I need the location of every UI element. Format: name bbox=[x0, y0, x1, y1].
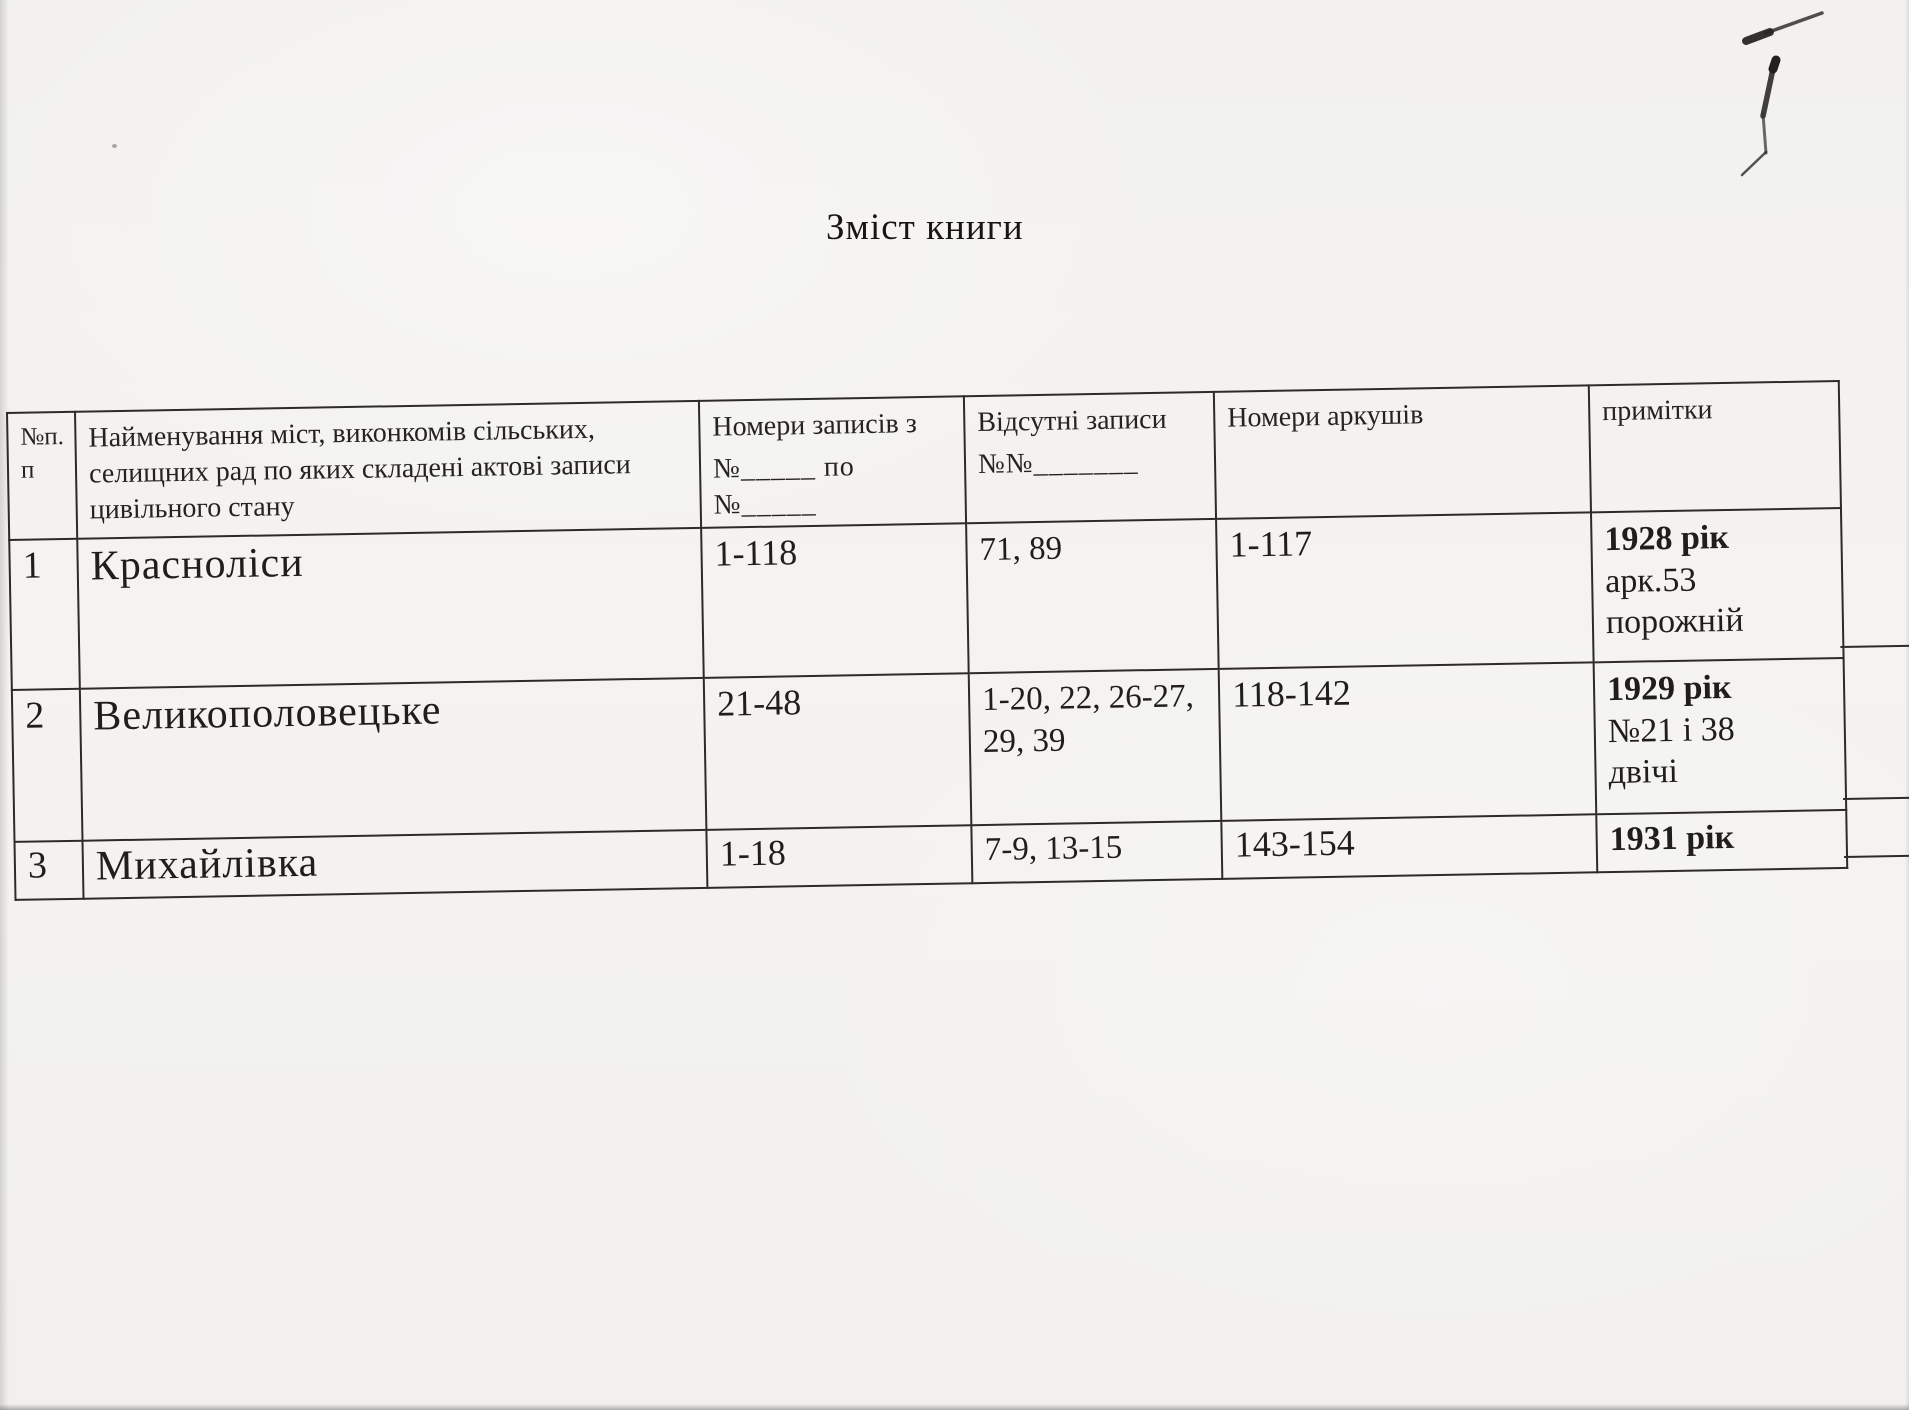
header-num-line1: №п. bbox=[20, 422, 65, 451]
note-detail: арк.53 bbox=[1604, 561, 1697, 601]
page-title: Зміст книги bbox=[826, 207, 1024, 248]
header-missing-blanks: №№_______ bbox=[977, 446, 1139, 480]
cell-settlement-name: Красноліси bbox=[77, 528, 704, 690]
cell-row-number: 3 bbox=[14, 841, 84, 901]
cell-sheet-numbers: 118-142 bbox=[1218, 662, 1597, 822]
cell-record-numbers: 21-48 bbox=[703, 673, 972, 831]
cell-missing-records: 1-20, 22, 26-27, 29, 39 bbox=[968, 669, 1222, 826]
header-num-line2: п bbox=[20, 456, 35, 484]
note-year: 1929 рік bbox=[1606, 669, 1732, 709]
header-cell-missing: Відсутні записи №№_______ bbox=[963, 391, 1217, 524]
header-cell-notes: примітки bbox=[1588, 381, 1841, 513]
cell-row-number: 2 bbox=[11, 689, 83, 843]
header-cell-records: Номери записів з №_____ по №_____ bbox=[698, 396, 967, 529]
cell-sheet-numbers: 1-117 bbox=[1216, 512, 1594, 670]
note-detail: порожній bbox=[1605, 602, 1744, 642]
contents-table-wrapper: №п. п Найменування міст, виконкомів сіль… bbox=[6, 377, 1909, 901]
note-year: 1931 рік bbox=[1609, 819, 1735, 859]
scan-edge-shadow-right bbox=[1905, 0, 1909, 1410]
handwritten-page-number-mark bbox=[1740, 11, 1824, 177]
table-line-extension bbox=[1843, 795, 1909, 800]
header-missing-line1: Відсутні записи bbox=[977, 403, 1167, 439]
scan-edge-shadow-bottom bbox=[0, 1404, 1909, 1410]
cell-notes: 1929 рік №21 і 38 двічі bbox=[1593, 658, 1847, 815]
header-cell-num: №п. п bbox=[7, 411, 78, 541]
contents-table: №п. п Найменування міст, виконкомів сіль… bbox=[6, 380, 1848, 901]
cell-notes: 1931 рік bbox=[1596, 810, 1848, 873]
cell-settlement-name: Михайлівка bbox=[82, 830, 708, 900]
cell-record-numbers: 1-118 bbox=[701, 523, 969, 679]
cell-sheet-numbers: 143-154 bbox=[1221, 814, 1598, 880]
header-records-line1: Номери записів з bbox=[712, 408, 918, 443]
header-cell-name: Найменування міст, виконкомів сільських,… bbox=[75, 400, 702, 540]
cell-notes: 1928 рік арк.53 порожній bbox=[1591, 508, 1844, 663]
header-cell-sheets: Номери аркушів bbox=[1213, 385, 1592, 520]
table-line-extension bbox=[1840, 643, 1909, 649]
note-detail: двічі bbox=[1608, 753, 1679, 792]
scan-edge-shadow-left bbox=[0, 0, 9, 1410]
paper-speck bbox=[112, 144, 117, 148]
header-records-blanks: №_____ по №_____ bbox=[712, 451, 856, 521]
cell-missing-records: 71, 89 bbox=[966, 519, 1219, 674]
cell-row-number: 1 bbox=[9, 539, 80, 691]
cell-record-numbers: 1-18 bbox=[706, 825, 973, 889]
note-detail: №21 і 38 bbox=[1607, 710, 1736, 751]
note-year: 1928 рік bbox=[1604, 519, 1730, 559]
table-line-extension bbox=[1844, 853, 1909, 858]
cell-settlement-name: Великополовецьке bbox=[79, 678, 707, 842]
cell-missing-records: 7-9, 13-15 bbox=[971, 821, 1223, 884]
